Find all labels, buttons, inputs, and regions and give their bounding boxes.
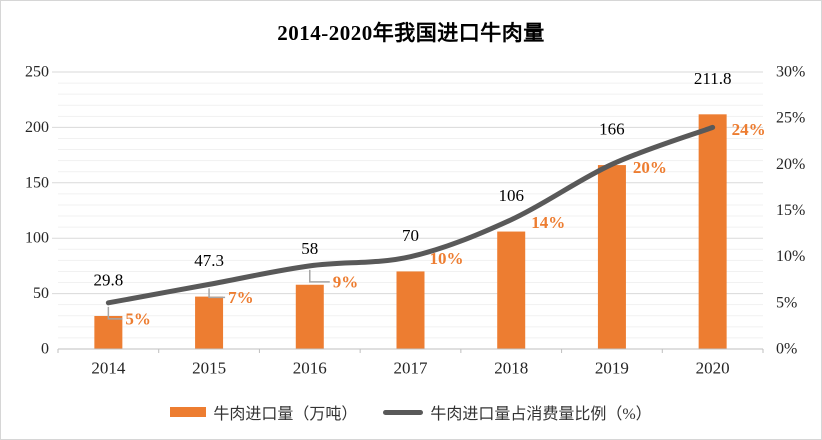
chart-legend: 牛肉进口量（万吨） 牛肉进口量占消费量比例（%） [1, 400, 821, 424]
ratio-line [105, 124, 716, 306]
bar-value-label-2019: 166 [599, 120, 625, 139]
bar-2017 [396, 271, 425, 349]
line-pct-label-2020: 24% [732, 120, 766, 139]
x-axis-label-2019: 2019 [595, 359, 629, 378]
right-axis-tick-label: 5% [776, 294, 797, 311]
bar-value-label-2020: 211.8 [694, 69, 732, 88]
left-axis-tick-label: 200 [25, 119, 49, 136]
label-leader-line [107, 306, 123, 320]
x-axis-label-2014: 2014 [91, 359, 126, 378]
x-axis-label-2016: 2016 [293, 359, 327, 378]
x-axis-label-2017: 2017 [394, 359, 429, 378]
legend-label-line-series: 牛肉进口量占消费量比例（%） [430, 406, 652, 423]
left-axis-tick-label: 100 [25, 230, 49, 247]
label-leader-line [208, 288, 226, 299]
bar-series-swatch-icon [170, 407, 207, 417]
bar-value-label-2018: 106 [498, 186, 524, 205]
chart-title: 2014-2020年我国进口牛肉量 [277, 21, 545, 45]
left-axis-tick-label: 50 [33, 285, 49, 302]
bar-value-label-2016: 58 [301, 239, 318, 258]
line-pct-label-2019: 20% [633, 158, 667, 177]
right-axis-tick-label: 15% [776, 202, 805, 219]
bar-2014 [94, 315, 123, 349]
bar-value-label-2014: 29.8 [93, 270, 123, 289]
x-axis-label-2020: 2020 [696, 359, 730, 378]
bar-2015 [195, 296, 224, 349]
line-pct-label-2014: 5% [125, 309, 151, 328]
legend-item-line-series: 牛肉进口量占消费量比例（%） [383, 400, 652, 424]
line-pct-label-2015: 7% [228, 288, 254, 307]
left-axis-tick-label: 0 [41, 341, 49, 358]
x-axis-label-2018: 2018 [494, 359, 528, 378]
right-axis-tick-label: 30% [776, 64, 805, 81]
right-axis-tick-label: 25% [776, 110, 805, 127]
bar-2018 [497, 231, 526, 349]
legend-item-bar-series: 牛肉进口量（万吨） [170, 400, 357, 424]
legend-label-bar-series: 牛肉进口量（万吨） [213, 406, 358, 423]
bar-2019 [597, 165, 626, 349]
line-series-swatch-icon [383, 409, 424, 415]
left-axis-tick-label: 250 [25, 64, 49, 81]
right-axis-tick-label: 10% [776, 248, 805, 265]
bar-2020 [698, 114, 727, 350]
bar-2016 [295, 284, 324, 349]
line-pct-label-2016: 9% [333, 272, 359, 291]
line-pct-label-2018: 14% [531, 213, 565, 232]
bar-value-label-2015: 47.3 [194, 251, 224, 270]
x-axis-label-2015: 2015 [192, 359, 226, 378]
bar-value-label-2017: 70 [402, 226, 419, 245]
line-pct-label-2017: 10% [430, 249, 464, 268]
right-axis-tick-label: 20% [776, 156, 805, 173]
left-axis-tick-label: 150 [25, 174, 49, 191]
label-leader-line [309, 269, 330, 283]
right-axis-tick-label: 0% [776, 341, 797, 358]
